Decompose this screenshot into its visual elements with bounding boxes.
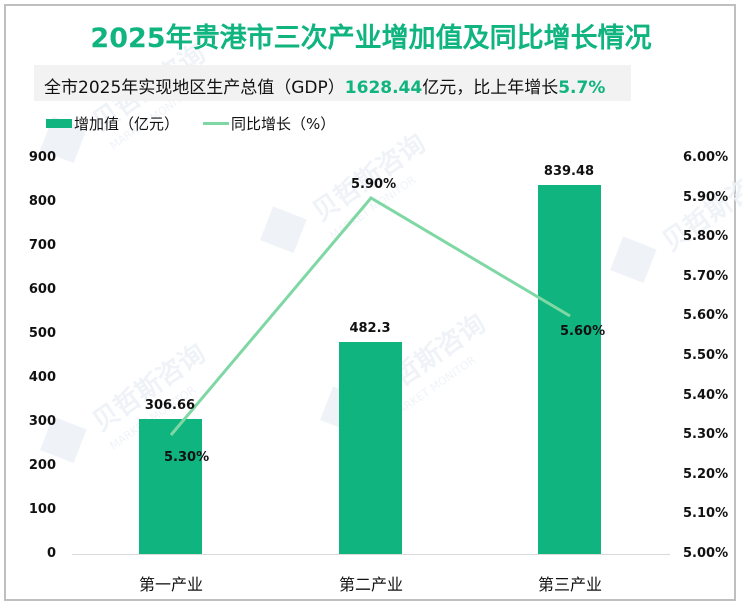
right-axis-tick: 5.70% [683,269,729,284]
right-axis-tick: 5.20% [683,467,729,482]
gdp-growth: 5.7% [558,78,606,98]
right-axis-tick: 6.00% [683,150,729,165]
bar-tertiary-industry[interactable] [538,185,601,554]
legend-item-line[interactable]: 同比增长（%） [203,113,335,134]
growth-label: 5.60% [560,324,606,339]
right-axis-tick: 5.30% [683,427,729,442]
right-axis-tick: 5.40% [683,388,729,403]
gdp-summary-box: 全市2025年实现地区生产总值（GDP）1628.44亿元，比上年增长5.7% [34,65,631,101]
growth-label: 5.30% [164,450,210,465]
bar-value-label: 482.3 [349,321,391,336]
gdp-summary-text: 全市2025年实现地区生产总值（GDP）1628.44亿元，比上年增长5.7% [44,73,605,98]
right-axis-tick: 5.90% [683,190,729,205]
left-axis-tick: 0 [46,546,56,561]
category-label: 第三产业 [537,575,602,594]
category-label: 第二产业 [338,575,403,594]
summary-prefix: 全市2025年实现地区生产总值（GDP） [44,78,345,98]
left-axis-tick: 900 [28,150,56,165]
left-axis-tick: 500 [28,326,56,341]
line-swatch-icon [203,122,230,125]
legend-label: 增加值（亿元） [74,115,180,133]
left-axis-tick: 600 [28,282,56,297]
left-axis-tick: 100 [28,502,56,517]
right-axis-tick: 5.50% [683,348,729,363]
right-axis-tick: 5.00% [683,546,729,561]
x-axis-line [72,554,670,555]
growth-label: 5.90% [351,177,397,192]
right-axis-tick: 5.10% [683,506,729,521]
right-axis-tick: 5.80% [683,229,729,244]
summary-middle: 亿元，比上年增长 [422,78,559,98]
left-axis-tick: 400 [28,370,56,385]
left-axis-tick: 800 [28,194,56,209]
left-axis-tick: 200 [28,458,56,473]
bar-secondary-industry[interactable] [339,342,402,554]
left-axis-tick: 700 [28,238,56,253]
bar-value-label: 306.66 [144,398,196,413]
right-axis-tick: 5.60% [683,308,729,323]
category-label: 第一产业 [138,575,203,594]
bar-swatch-icon [46,119,72,128]
chart-title: 2025年贵港市三次产业增加值及同比增长情况 [90,23,652,54]
legend-label: 同比增长（%） [231,115,336,133]
legend-item-bar[interactable]: 增加值（亿元） [46,113,179,134]
legend: 增加值（亿元） 同比增长（%） [46,113,359,134]
gdp-value: 1628.44 [344,78,423,98]
bar-primary-industry[interactable] [139,419,202,554]
left-axis-tick: 300 [28,414,56,429]
bar-value-label: 839.48 [543,164,595,179]
